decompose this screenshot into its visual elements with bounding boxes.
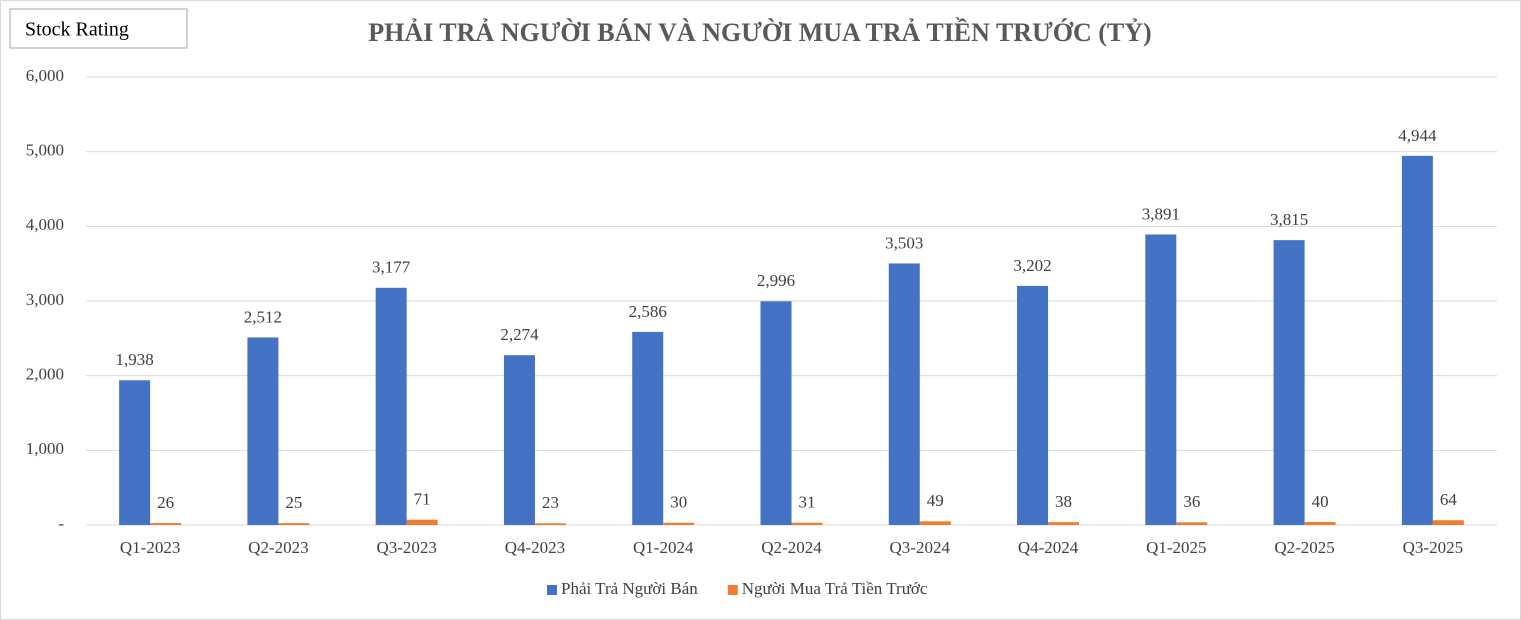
value-label: 26 xyxy=(157,493,174,512)
value-label: 3,202 xyxy=(1013,256,1051,275)
value-label: 3,177 xyxy=(372,258,411,277)
bar xyxy=(119,380,151,525)
bar xyxy=(1048,522,1080,525)
x-tick-label: Q3-2025 xyxy=(1403,538,1463,557)
bar xyxy=(503,355,535,525)
bar xyxy=(791,522,823,525)
bar xyxy=(760,301,792,525)
value-label: 31 xyxy=(799,493,816,512)
bar xyxy=(278,523,310,525)
x-tick-label: Q2-2025 xyxy=(1274,538,1334,557)
bar xyxy=(1017,285,1049,525)
bar xyxy=(888,263,920,525)
legend-label: Phải Trả Người Bán xyxy=(561,579,698,598)
value-label: 2,512 xyxy=(244,307,282,326)
chart-title: PHẢI TRẢ NGƯỜI BÁN VÀ NGƯỜI MUA TRẢ TIỀN… xyxy=(368,18,1151,47)
badge-box xyxy=(9,8,188,49)
value-label: 71 xyxy=(414,490,431,509)
x-tick-label: Q2-2023 xyxy=(248,538,308,557)
value-label: 25 xyxy=(285,493,302,512)
bar xyxy=(534,523,566,525)
value-label: 36 xyxy=(1183,492,1200,511)
value-label: 40 xyxy=(1312,492,1329,511)
bar xyxy=(663,522,695,525)
legend-label: Người Mua Trả Tiền Trước xyxy=(742,579,928,598)
value-label: 4,944 xyxy=(1398,126,1437,145)
x-tick-label: Q4-2024 xyxy=(1018,538,1079,557)
value-label: 3,815 xyxy=(1270,210,1308,229)
bar xyxy=(1145,234,1177,526)
x-tick-label: Q3-2024 xyxy=(890,538,951,557)
x-tick-label: Q2-2024 xyxy=(761,538,822,557)
value-label: 1,938 xyxy=(116,350,154,369)
bar xyxy=(1273,240,1305,525)
x-tick-label: Q1-2023 xyxy=(120,538,180,557)
y-tick-label: 6,000 xyxy=(26,66,64,85)
bar xyxy=(1304,522,1336,525)
legend-swatch xyxy=(727,585,738,595)
y-tick-label: - xyxy=(58,514,64,533)
value-label: 3,891 xyxy=(1142,204,1180,223)
bar xyxy=(1176,522,1208,525)
x-tick-label: Q1-2024 xyxy=(633,538,694,557)
bar xyxy=(150,523,182,525)
value-label: 2,586 xyxy=(629,302,667,321)
value-label: 38 xyxy=(1055,492,1072,511)
y-tick-label: 4,000 xyxy=(26,215,64,234)
x-tick-label: Q3-2023 xyxy=(376,538,436,557)
value-label: 64 xyxy=(1440,490,1458,509)
bar xyxy=(919,521,951,525)
bar xyxy=(375,287,407,525)
y-tick-label: 1,000 xyxy=(26,439,64,458)
value-label: 2,996 xyxy=(757,271,795,290)
value-label: 3,503 xyxy=(885,233,923,252)
y-tick-label: 2,000 xyxy=(26,365,64,384)
bar xyxy=(632,331,664,525)
y-tick-label: 3,000 xyxy=(26,290,64,309)
value-label: 2,274 xyxy=(500,325,539,344)
y-tick-label: 5,000 xyxy=(26,141,64,160)
bar xyxy=(1432,520,1464,525)
badge: Stock Rating xyxy=(25,19,129,41)
value-label: 30 xyxy=(670,493,687,512)
legend-swatch xyxy=(547,585,557,595)
x-tick-label: Q4-2023 xyxy=(505,538,565,557)
bar xyxy=(1401,155,1433,525)
value-label: 23 xyxy=(542,493,559,512)
x-tick-label: Q1-2025 xyxy=(1146,538,1206,557)
value-label: 49 xyxy=(927,491,944,510)
bar xyxy=(406,519,438,525)
bar xyxy=(247,337,279,525)
